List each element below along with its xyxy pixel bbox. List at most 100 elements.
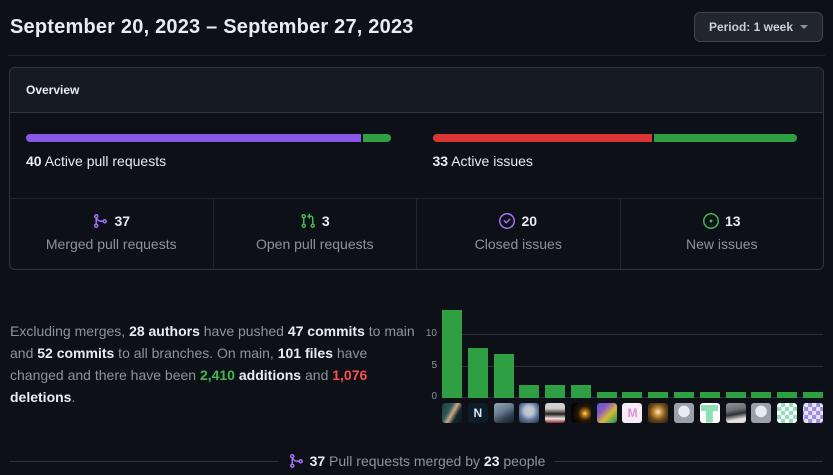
period-selector-button[interactable]: Period: 1 week	[693, 12, 823, 42]
contributor-avatar[interactable]	[570, 403, 591, 423]
footer-divider-right	[555, 460, 823, 462]
commit-bar	[751, 391, 772, 398]
contributor-avatar[interactable]	[596, 403, 617, 423]
issue-opened-icon	[702, 213, 719, 229]
period-selector-label: Period: 1 week	[708, 20, 793, 34]
open-pull-requests-count: 3	[321, 213, 330, 229]
closed-issues-count: 20	[521, 213, 538, 229]
commit-bar	[699, 391, 720, 398]
text-segment: to all branches. On main,	[114, 345, 278, 361]
text-segment: .	[71, 389, 76, 405]
chart-gridline	[442, 365, 823, 367]
contributor-avatar[interactable]	[648, 403, 669, 423]
git-merge-icon	[289, 454, 303, 469]
chart-ytick-label: 5	[431, 359, 437, 371]
closed-issues-stat[interactable]: 20 Closed issues	[416, 199, 620, 269]
text-segment: to main and	[10, 323, 415, 361]
active-pull-requests-label: 40 Active pull requests	[26, 153, 167, 169]
text-segment: additions	[238, 367, 302, 383]
text-segment: have changed and there have been	[10, 345, 368, 383]
merged-by-text: 37 Pull requests merged by 23 people	[288, 453, 546, 469]
active-pull-requests-count: 40	[26, 153, 42, 169]
overview-stats-row: 37 Merged pull requests 3 Open pull requ…	[10, 198, 823, 269]
commit-bar	[442, 309, 462, 398]
text-segment: 37	[309, 453, 326, 469]
text-segment: and	[301, 367, 333, 383]
issue-closed-icon	[499, 213, 516, 229]
overview-panel-header: Overview	[10, 68, 823, 113]
contributor-avatar[interactable]	[493, 403, 514, 423]
new-issues-stat[interactable]: 13 New issues	[619, 199, 824, 269]
commit-bar	[622, 391, 643, 398]
commit-bar	[648, 391, 669, 398]
commit-bar	[777, 391, 798, 398]
contributor-avatar[interactable]: M	[622, 403, 643, 423]
new-segment	[654, 134, 797, 142]
contributor-avatar[interactable]	[519, 403, 540, 423]
text-segment: people	[499, 453, 546, 469]
active-issues-column: 33 Active issues	[417, 113, 824, 198]
contributor-avatar[interactable]	[545, 403, 566, 423]
text-segment: 28 authors	[129, 323, 200, 339]
main-content-row: Excluding merges, 28 authors have pushed…	[0, 270, 833, 423]
git-merge-icon	[94, 214, 108, 229]
issues-progress-bar	[432, 134, 797, 142]
overview-panel: Overview 40 Active pull requests 33 Acti…	[9, 67, 824, 270]
commit-bar	[802, 391, 823, 398]
commit-bar	[519, 385, 540, 398]
chart-ytick-label: 0	[431, 391, 437, 402]
contributor-avatar[interactable]	[777, 403, 798, 423]
new-issues-count: 13	[724, 213, 741, 229]
text-segment: 101 files	[277, 345, 333, 361]
chart-plot-area: 0 5 10	[420, 300, 823, 402]
git-pull-request-icon	[301, 213, 315, 229]
text-segment: 1,076	[332, 367, 368, 383]
merged-by-footer: 37 Pull requests merged by 23 people	[10, 453, 823, 469]
merged-pull-requests-label: Merged pull requests	[45, 236, 177, 252]
active-pull-requests-column: 40 Active pull requests	[10, 113, 417, 198]
commit-bar	[545, 385, 566, 398]
commit-bar	[674, 391, 695, 398]
text-segment: 52 commits	[37, 345, 115, 361]
open-segment	[363, 134, 391, 142]
merged-pull-requests-stat[interactable]: 37 Merged pull requests	[10, 199, 213, 269]
commit-bar	[596, 391, 617, 398]
chevron-down-icon	[800, 25, 808, 29]
page-header: September 20, 2023 – September 27, 2023 …	[0, 0, 833, 55]
commit-bar	[467, 347, 488, 398]
text-segment: have pushed	[199, 323, 288, 339]
commit-bar	[725, 391, 746, 398]
contributor-avatar[interactable]	[802, 403, 823, 423]
closed-segment	[432, 134, 653, 142]
merged-by-segments: 37 Pull requests merged by 23 people	[310, 453, 546, 469]
new-issues-label: New issues	[685, 236, 758, 252]
header-divider	[8, 55, 825, 56]
open-pull-requests-stat[interactable]: 3 Open pull requests	[212, 199, 417, 269]
merged-pull-requests-count: 37	[114, 213, 131, 229]
closed-issues-label: Closed issues	[474, 236, 562, 252]
page-title: September 20, 2023 – September 27, 2023	[10, 15, 414, 38]
contributor-avatar[interactable]: N	[467, 403, 488, 423]
avatar-letter: N	[473, 406, 483, 420]
contributor-avatar[interactable]	[674, 403, 695, 423]
contributor-avatar[interactable]	[442, 403, 462, 423]
active-issues-count: 33	[432, 153, 449, 169]
activity-bars-row: 40 Active pull requests 33 Active issues	[10, 113, 823, 198]
activity-summary-paragraph: Excluding merges, 28 authors have pushed…	[10, 320, 420, 423]
merged-segment	[26, 134, 362, 142]
contributor-avatar[interactable]	[725, 403, 746, 423]
text-segment: deletions	[10, 389, 72, 405]
text-segment: 47 commits	[287, 323, 365, 339]
text-segment: Excluding merges,	[10, 323, 130, 339]
commit-bar	[570, 385, 591, 398]
active-issues-label: 33 Active issues	[432, 153, 533, 169]
footer-divider-left	[10, 460, 278, 462]
contributor-avatar[interactable]	[699, 403, 720, 423]
contributor-avatar[interactable]	[751, 403, 772, 423]
chart-gridline	[442, 334, 823, 335]
chart-ytick-label: 10	[425, 328, 437, 339]
text-segment: 23	[483, 453, 500, 469]
open-pull-requests-label: Open pull requests	[255, 236, 374, 252]
